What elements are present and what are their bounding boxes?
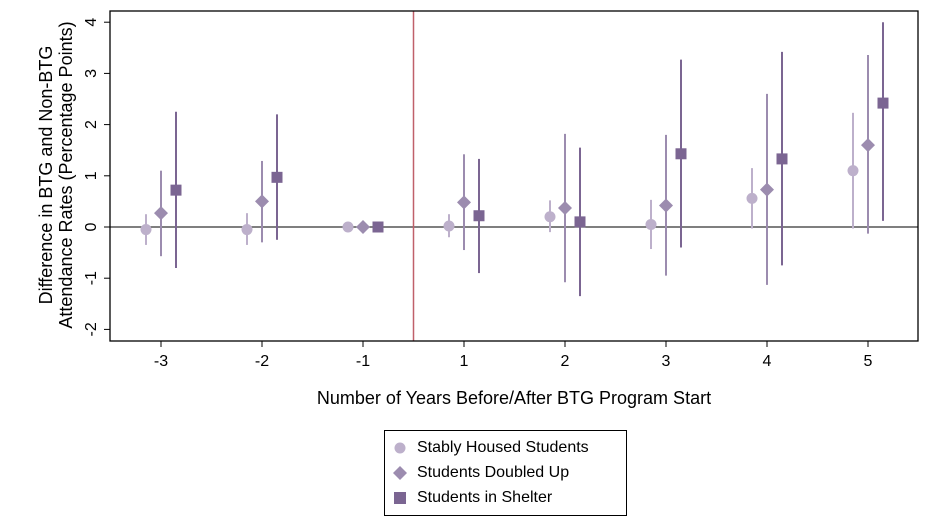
x-tick-label: 4 (763, 353, 772, 370)
data-point-square (271, 171, 283, 183)
x-tick-label: 5 (864, 353, 873, 370)
data-point-square (372, 221, 384, 233)
data-point-square (170, 184, 182, 196)
legend-label: Students in Shelter (417, 489, 553, 506)
plot-frame (109, 10, 919, 342)
legend-item-shelter: Students in Shelter (393, 487, 552, 509)
data-point-circle (746, 192, 758, 204)
data-point-diamond (457, 195, 471, 210)
square-marker-icon (394, 492, 406, 504)
y-tick-label: -2 (83, 322, 100, 336)
x-axis-label: Number of Years Before/After BTG Program… (317, 388, 711, 408)
legend-label: Stably Housed Students (417, 439, 589, 456)
x-tick-label: -2 (255, 353, 269, 370)
data-point-diamond (154, 206, 168, 221)
circle-marker-icon (394, 442, 406, 454)
data-point-circle (443, 220, 455, 232)
data-point-square (675, 148, 687, 160)
x-tick-label: 3 (662, 353, 671, 370)
y-axis-label: Difference in BTG and Non-BTG Attendance… (36, 21, 76, 328)
chart: Difference in BTG and Non-BTG Attendance… (36, 10, 919, 408)
y-tick-label: 1 (83, 171, 100, 180)
x-tick-label: -1 (356, 353, 370, 370)
data-point-square (574, 216, 586, 228)
data-point-circle (342, 221, 354, 233)
data-point-diamond (356, 220, 370, 234)
data-point-square (877, 97, 889, 109)
diamond-marker-icon (393, 466, 407, 480)
x-tick-label: 2 (561, 353, 570, 370)
y-tick-label: 2 (83, 120, 100, 129)
data-point-square (776, 153, 788, 165)
x-tick-label: -3 (154, 353, 168, 370)
data-point-circle (140, 224, 152, 236)
data-point-circle (241, 224, 253, 236)
data-point-diamond (861, 138, 875, 153)
data-point-circle (847, 165, 859, 177)
data-point-diamond (558, 201, 572, 216)
legend-item-stably-housed: Stably Housed Students (393, 437, 589, 459)
data-point-circle (645, 218, 657, 230)
y-axis-label-line-2: Attendance Rates (Percentage Points) (56, 21, 76, 328)
x-tick-label: 1 (460, 353, 469, 370)
data-point-circle (544, 211, 556, 223)
legend: Stably Housed Students Students Doubled … (384, 430, 627, 516)
y-tick-label: 3 (83, 69, 100, 78)
y-tick-label: 4 (83, 18, 100, 27)
data-point-diamond (760, 182, 774, 197)
y-axis-label-line-1: Difference in BTG and Non-BTG (36, 46, 56, 305)
data-point-diamond (255, 194, 269, 209)
data-point-diamond (659, 198, 673, 213)
data-point-square (473, 210, 485, 222)
legend-item-doubled-up: Students Doubled Up (393, 462, 569, 484)
legend-label: Students Doubled Up (417, 464, 570, 481)
y-tick-label: -1 (83, 271, 100, 285)
y-tick-label: 0 (83, 222, 100, 231)
